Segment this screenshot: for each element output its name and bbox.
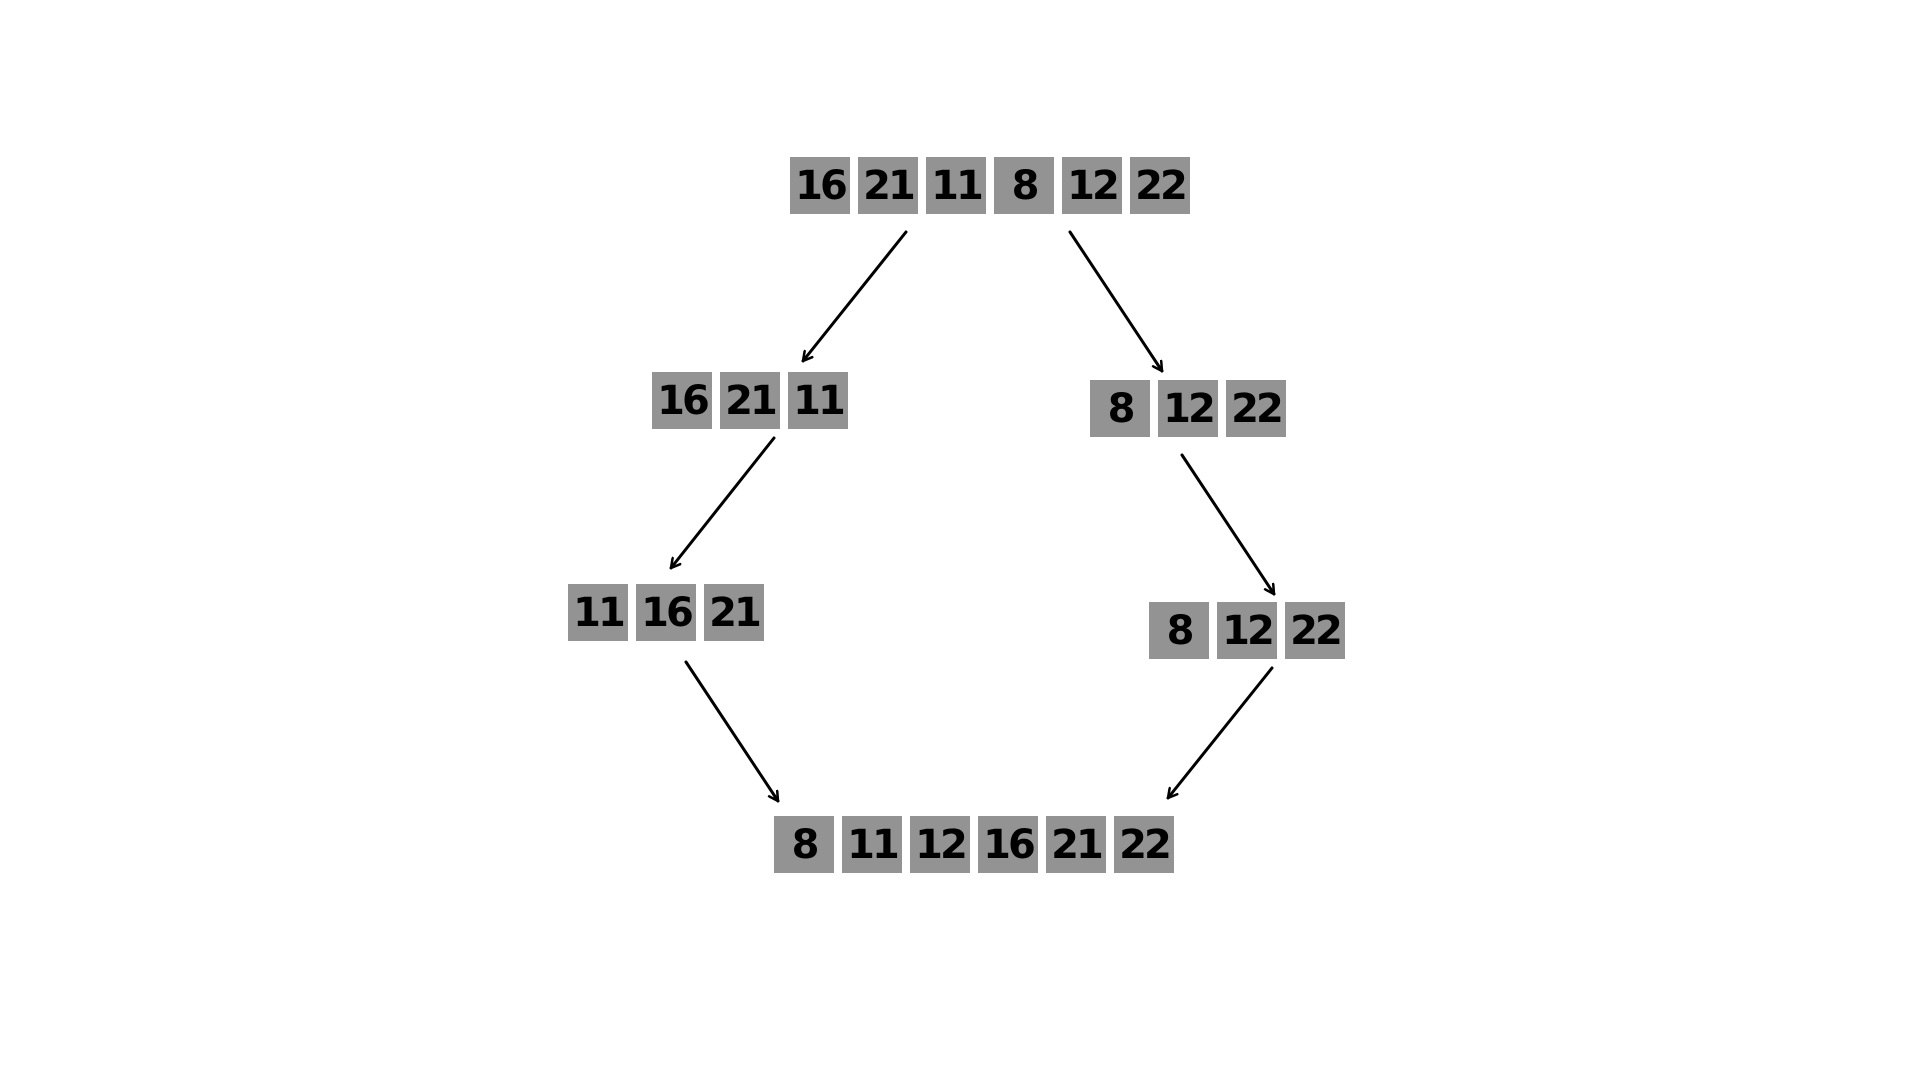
array-cell: 8 bbox=[994, 157, 1054, 214]
array-cell: 11 bbox=[568, 584, 628, 641]
array-cell: 21 bbox=[858, 157, 918, 214]
array-cell: 12 bbox=[1158, 380, 1218, 437]
array-row-right-half: 8 12 22 bbox=[1090, 380, 1286, 437]
arrow-input-to-left-half bbox=[801, 230, 908, 363]
array-cell: 12 bbox=[910, 816, 970, 873]
array-cell: 21 bbox=[720, 372, 780, 429]
array-cell: 16 bbox=[652, 372, 712, 429]
array-cell: 21 bbox=[704, 584, 764, 641]
array-cell: 22 bbox=[1285, 602, 1345, 659]
array-row-left-half: 16 21 11 bbox=[652, 372, 848, 429]
array-cell: 16 bbox=[790, 157, 850, 214]
arrow-right-sorted-to-merged bbox=[1166, 666, 1274, 800]
array-cell: 16 bbox=[636, 584, 696, 641]
array-cell: 12 bbox=[1062, 157, 1122, 214]
array-row-right-sorted: 8 12 22 bbox=[1149, 602, 1345, 659]
arrow-left-sorted-to-merged bbox=[684, 660, 780, 803]
array-cell: 11 bbox=[842, 816, 902, 873]
array-cell: 8 bbox=[1149, 602, 1209, 659]
array-cell: 11 bbox=[788, 372, 848, 429]
array-row-left-sorted: 11 16 21 bbox=[568, 584, 764, 641]
arrow-left-half-to-left-sorted bbox=[669, 436, 776, 570]
array-row-input: 16 21 11 8 12 22 bbox=[790, 157, 1190, 214]
array-cell: 22 bbox=[1226, 380, 1286, 437]
arrow-input-to-right-half bbox=[1068, 230, 1164, 373]
array-cell: 12 bbox=[1217, 602, 1277, 659]
arrow-right-half-to-right-sorted bbox=[1180, 453, 1276, 596]
array-row-merged: 8 11 12 16 21 22 bbox=[774, 816, 1174, 873]
array-cell: 11 bbox=[926, 157, 986, 214]
array-cell: 8 bbox=[774, 816, 834, 873]
array-cell: 8 bbox=[1090, 380, 1150, 437]
array-cell: 22 bbox=[1130, 157, 1190, 214]
array-cell: 22 bbox=[1114, 816, 1174, 873]
array-cell: 16 bbox=[978, 816, 1038, 873]
array-cell: 21 bbox=[1046, 816, 1106, 873]
